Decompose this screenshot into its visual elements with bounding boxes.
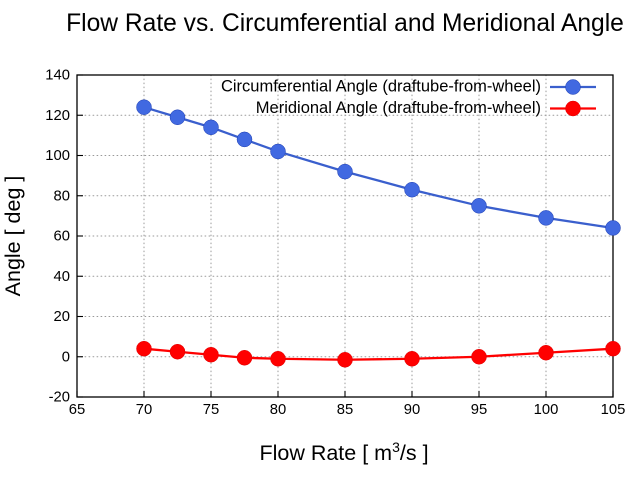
svg-text:Angle [ deg ]: Angle [ deg ] <box>1 176 25 297</box>
svg-text:60: 60 <box>54 229 70 245</box>
svg-text:40: 40 <box>54 269 70 285</box>
svg-text:100: 100 <box>45 148 70 164</box>
svg-text:-20: -20 <box>49 390 70 406</box>
svg-text:80: 80 <box>54 188 70 204</box>
svg-text:80: 80 <box>270 402 286 418</box>
svg-text:0: 0 <box>62 349 70 365</box>
svg-text:Flow Rate vs. Circumferential: Flow Rate vs. Circumferential and Meridi… <box>66 10 624 37</box>
svg-text:Flow Rate [ m3/s ]: Flow Rate [ m3/s ] <box>259 439 428 465</box>
svg-text:70: 70 <box>136 402 152 418</box>
svg-text:90: 90 <box>404 402 420 418</box>
svg-text:120: 120 <box>45 108 70 124</box>
svg-text:105: 105 <box>601 402 626 418</box>
svg-text:65: 65 <box>69 402 85 418</box>
svg-text:20: 20 <box>54 309 70 325</box>
svg-text:75: 75 <box>203 402 219 418</box>
svg-text:95: 95 <box>471 402 487 418</box>
svg-text:Circumferential Angle (draftub: Circumferential Angle (draftube-from-whe… <box>221 78 541 96</box>
svg-text:100: 100 <box>534 402 559 418</box>
svg-text:85: 85 <box>337 402 353 418</box>
svg-text:Meridional Angle (draftube-fro: Meridional Angle (draftube-from-wheel) <box>256 99 541 117</box>
svg-text:140: 140 <box>45 68 70 84</box>
